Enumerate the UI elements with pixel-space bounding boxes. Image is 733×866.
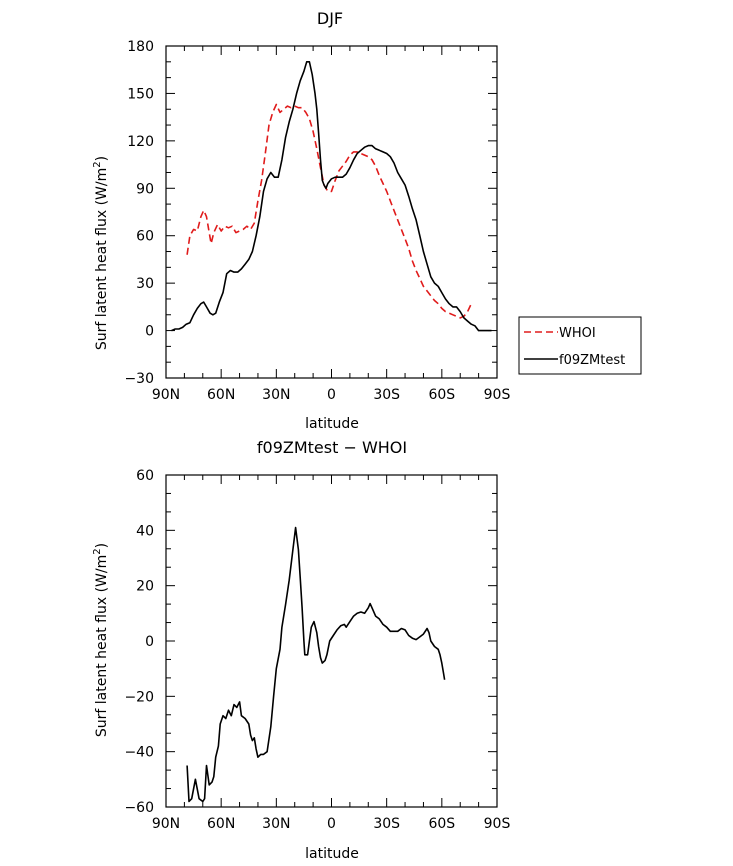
- difference-x-tick-label: 90N: [152, 816, 180, 832]
- djf-series-f09zmtest-line: [171, 61, 492, 332]
- difference-y-axis-label: Surf latent heat flux (W/m2): [92, 543, 110, 737]
- difference-panel: f09ZMtest − WHOI Surf latent heat flux (…: [92, 438, 510, 862]
- difference-x-tick-label: 0: [327, 816, 336, 832]
- difference-y-tick-label: 60: [136, 468, 154, 484]
- djf-x-tick-label: 60N: [207, 387, 235, 403]
- difference-x-tick-label: 30S: [373, 816, 400, 832]
- djf-y-tick-label: 0: [145, 324, 154, 340]
- difference-x-tick-label: 60S: [428, 816, 455, 832]
- djf-x-tick-label: 60S: [428, 387, 455, 403]
- djf-title: DJF: [317, 9, 343, 28]
- difference-y-tick-label: 40: [136, 523, 154, 539]
- djf-y-axis-label: Surf latent heat flux (W/m2): [92, 156, 110, 350]
- legend-box: [518, 316, 642, 375]
- difference-x-axis-label: latitude: [305, 846, 359, 862]
- djf-panel: DJF Surf latent heat flux (W/m2) latitud…: [92, 9, 642, 432]
- djf-y-tick-label: 150: [127, 86, 154, 102]
- djf-x-axis-label: latitude: [305, 416, 359, 432]
- difference-series-difference-line: [186, 526, 446, 803]
- difference-x-tick-label: 60N: [207, 816, 235, 832]
- legend-f09zmtest-label: f09ZMtest: [559, 353, 625, 368]
- difference-x-tick-label: 90S: [484, 816, 511, 832]
- djf-y-tick-label: 60: [136, 229, 154, 245]
- djf-series-whoi-line: [186, 103, 473, 319]
- djf-y-tick-label: 120: [127, 134, 154, 150]
- djf-x-tick-label: 0: [327, 387, 336, 403]
- djf-y-tick-label: 30: [136, 276, 154, 292]
- difference-y-tick-label: −40: [124, 745, 154, 761]
- djf-y-tick-label: 180: [127, 39, 154, 55]
- difference-y-tick-label: −20: [124, 689, 154, 705]
- difference-x-tick-label: 30N: [262, 816, 290, 832]
- djf-x-tick-label: 30N: [262, 387, 290, 403]
- djf-x-tick-label: 90S: [484, 387, 511, 403]
- difference-y-tick-label: 0: [145, 634, 154, 650]
- djf-x-tick-label: 30S: [373, 387, 400, 403]
- djf-x-tick-label: 90N: [152, 387, 180, 403]
- djf-plot-frame: [165, 45, 498, 379]
- difference-y-tick-label: 20: [136, 579, 154, 595]
- djf-y-tick-label: −30: [124, 371, 154, 387]
- djf-legend: WHOI f09ZMtest: [518, 316, 642, 375]
- djf-y-tick-label: 90: [136, 181, 154, 197]
- difference-y-tick-label: −60: [124, 800, 154, 816]
- difference-title: f09ZMtest − WHOI: [257, 438, 407, 457]
- legend-whoi-label: WHOI: [559, 326, 596, 341]
